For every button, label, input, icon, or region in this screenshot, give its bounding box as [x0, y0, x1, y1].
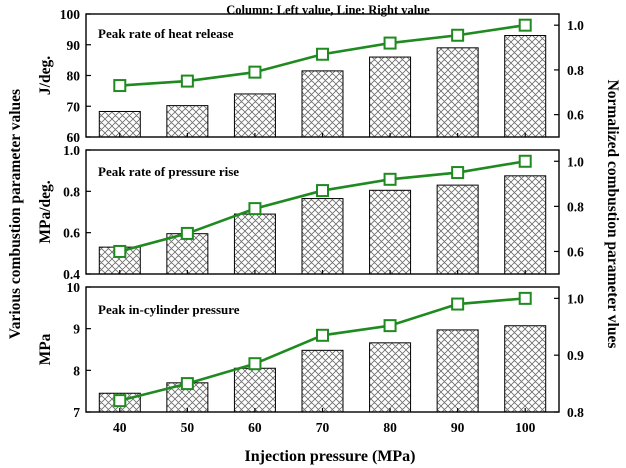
- x-axis-title: Injection pressure (MPa): [245, 448, 416, 465]
- bar: [436, 47, 479, 138]
- bar: [504, 325, 547, 413]
- bar: [436, 184, 479, 275]
- left-tick-label: 7: [73, 405, 80, 420]
- bar: [301, 70, 344, 138]
- line-point: [316, 47, 329, 61]
- left-unit-label: MPa/deg.: [37, 180, 54, 243]
- line-point: [180, 74, 194, 88]
- right-axis-title: Normalized combustion parameter vlues: [604, 80, 621, 349]
- line-point: [518, 291, 532, 305]
- line-point: [383, 36, 397, 50]
- line-point: [451, 166, 465, 180]
- x-tick-label: 70: [316, 420, 330, 435]
- top-note: Column: Left value, Line: Right value: [226, 3, 430, 17]
- right-tick-label: 1.0: [567, 18, 584, 33]
- line-point: [180, 377, 194, 391]
- right-tick-label: 0.8: [567, 405, 584, 420]
- bar: [301, 349, 344, 413]
- left-tick-label: 1.0: [63, 143, 80, 158]
- bar: [233, 93, 276, 138]
- left-unit-label: MPa: [37, 333, 54, 365]
- right-tick-label: 0.6: [567, 244, 584, 259]
- right-tick-label: 0.8: [567, 63, 584, 78]
- left-tick-label: 80: [67, 69, 81, 84]
- line-point: [248, 357, 262, 371]
- chart-panels: 60 70 80 90 100 0.6 0.8 1.0 Peak rate of heat re…: [37, 7, 584, 435]
- bar: [504, 175, 547, 275]
- panel-title: Peak rate of heat release: [98, 26, 234, 41]
- line-point: [248, 65, 262, 79]
- bar: [369, 56, 412, 138]
- panel-title: Peak in-cylinder pressure: [98, 302, 240, 317]
- line-point: [451, 28, 465, 42]
- x-tick-label: 90: [451, 420, 465, 435]
- line-point: [383, 172, 397, 186]
- left-axis-title: Various combustion parameter values: [7, 89, 24, 339]
- line-point: [113, 394, 127, 408]
- chart-panel: 7 8 9 10 0.8 0.9 1.0 Peak in-cylinder pressure M…: [37, 280, 584, 420]
- x-tick-label: 40: [113, 420, 127, 435]
- line-point: [518, 18, 532, 32]
- bar: [233, 367, 276, 413]
- line-point: [383, 319, 397, 333]
- right-tick-label: 1.0: [567, 291, 584, 306]
- left-tick-label: 100: [60, 7, 81, 22]
- bar: [233, 213, 276, 275]
- left-tick-label: 0.6: [63, 226, 80, 241]
- x-tick-label: 80: [383, 420, 397, 435]
- left-tick-label: 0.8: [63, 184, 80, 199]
- chart-panel: 60 70 80 90 100 0.6 0.8 1.0 Peak rate of heat re…: [37, 7, 584, 145]
- bar: [369, 189, 412, 275]
- x-tick-label: 100: [515, 420, 536, 435]
- line-point: [316, 184, 329, 198]
- line-point: [518, 154, 532, 168]
- line-point: [113, 79, 127, 93]
- bar: [166, 105, 209, 138]
- right-tick-label: 1.0: [567, 154, 584, 169]
- line-point: [316, 328, 329, 342]
- bar: [436, 329, 479, 413]
- bar: [166, 233, 209, 275]
- x-tick-label: 50: [181, 420, 195, 435]
- left-tick-label: 0.4: [63, 267, 80, 282]
- right-tick-label: 0.9: [567, 348, 584, 363]
- bar: [504, 35, 547, 138]
- left-tick-label: 10: [67, 280, 81, 295]
- right-tick-label: 0.8: [567, 199, 584, 214]
- left-unit-label: J/deg.: [37, 56, 54, 95]
- line-point: [451, 297, 465, 311]
- left-tick-label: 70: [67, 99, 81, 114]
- left-tick-label: 8: [73, 363, 80, 378]
- left-tick-label: 90: [67, 38, 81, 53]
- bar: [301, 198, 344, 275]
- panel-title: Peak rate of pressure rise: [98, 164, 239, 179]
- line-point: [180, 226, 194, 240]
- line-point: [248, 202, 262, 216]
- bar: [98, 110, 141, 138]
- left-tick-label: 9: [73, 322, 80, 337]
- x-tick-label: 60: [248, 420, 262, 435]
- line-point: [113, 244, 127, 258]
- left-tick-label: 60: [67, 130, 81, 145]
- bar: [369, 342, 412, 413]
- chart-panel: 0.4 0.6 0.8 1.0 0.6 0.8 1.0 Peak rate of pressu…: [37, 143, 584, 282]
- right-tick-label: 0.6: [567, 108, 584, 123]
